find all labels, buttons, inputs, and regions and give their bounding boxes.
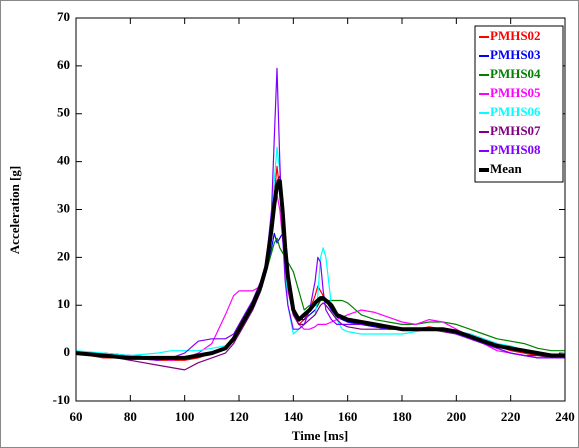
- x-tick-label: 60: [70, 409, 83, 424]
- x-axis-label: Time [ms]: [292, 428, 348, 443]
- series-line: [76, 178, 565, 360]
- x-tick-label: 180: [392, 409, 412, 424]
- y-tick-label: 0: [64, 344, 71, 359]
- x-tick-label: 160: [338, 409, 358, 424]
- x-tick-label: 100: [175, 409, 195, 424]
- y-tick-label: 70: [57, 9, 70, 24]
- y-tick-label: 50: [57, 105, 70, 120]
- legend-label: PMHS08: [490, 142, 541, 157]
- x-tick-label: 120: [229, 409, 249, 424]
- x-tick-label: 240: [555, 409, 575, 424]
- legend-label: PMHS03: [490, 47, 541, 62]
- x-tick-label: 220: [501, 409, 521, 424]
- legend-label: PMHS06: [490, 104, 541, 119]
- x-tick-label: 80: [124, 409, 137, 424]
- legend-label: Mean: [490, 161, 523, 176]
- y-tick-label: 60: [57, 57, 70, 72]
- legend-box: [474, 25, 564, 183]
- y-axis-label: Acceleration [g]: [7, 166, 22, 254]
- series-line: [76, 194, 565, 361]
- y-tick-label: -10: [53, 392, 70, 407]
- legend-label: PMHS07: [490, 123, 541, 138]
- y-tick-label: 40: [57, 153, 70, 168]
- y-tick-label: 10: [57, 296, 70, 311]
- x-tick-label: 140: [284, 409, 304, 424]
- legend-label: PMHS04: [490, 66, 541, 81]
- plot-frame: [75, 17, 566, 402]
- series-line: [76, 175, 565, 371]
- y-tick-label: 20: [57, 248, 70, 263]
- legend-label: PMHS05: [490, 85, 541, 100]
- legend-label: PMHS02: [490, 28, 541, 43]
- x-tick-label: 200: [447, 409, 467, 424]
- y-tick-label: 30: [57, 200, 70, 215]
